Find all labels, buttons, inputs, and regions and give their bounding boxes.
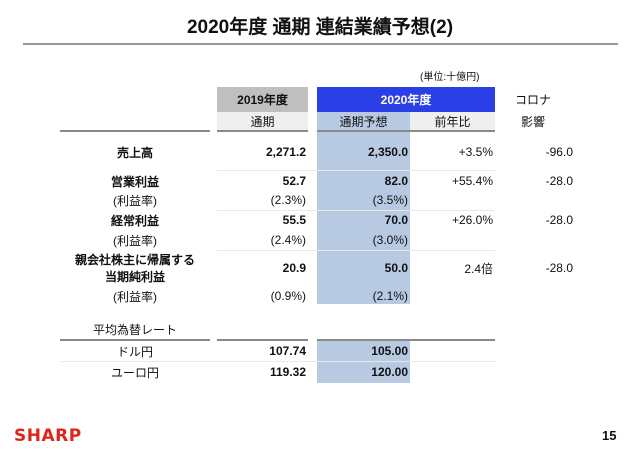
title-divider [23,43,618,45]
row-separator [60,361,495,362]
fy2019-value: (2.3%) [270,193,306,207]
fx-rule [317,339,495,341]
header-rule [217,130,308,132]
fy2019-value: 20.9 [282,261,306,275]
header-rule [60,130,210,132]
fx-label: ユーロ円 [110,365,159,380]
yoy-value: 2.4倍 [464,261,493,276]
forecast-column-highlight [317,341,410,383]
row-separator [217,170,495,171]
yoy-value: +26.0% [451,213,493,227]
fy2020-value: 82.0 [384,174,408,188]
fy2019-value: 119.32 [269,365,306,379]
corona-value: -96.0 [545,145,573,159]
forecast-column-highlight [317,132,410,304]
header-fy2019: 2019年度 [217,87,308,112]
header-rule [317,130,495,132]
subheader-full-year: 通期 [217,112,308,130]
yoy-value: +3.5% [458,145,493,159]
unit-note: (単位:十億円) [420,72,480,83]
subheader-yoy: 前年比 [410,112,495,130]
sharp-logo: SHARP [14,426,82,446]
row-label: (利益率) [113,193,157,208]
slide-title: 2020年度 通期 連結業績予想(2) [186,17,454,38]
fy2019-value: (0.9%) [270,289,306,303]
row-separator [217,250,495,251]
fy2020-value: (3.5%) [372,193,408,207]
fx-heading: 平均為替レート [92,323,177,337]
fy2020-value: 120.00 [371,365,408,379]
fy2019-value: (2.4%) [270,233,306,247]
fy2019-value: 107.74 [269,344,306,358]
fy2020-value: 105.00 [371,344,408,358]
row-label: 営業利益 [110,174,159,189]
fy2020-value: (3.0%) [372,233,408,247]
row-label: (利益率) [113,289,157,304]
row-label: (利益率) [113,233,157,248]
row-separator [217,210,495,211]
fy2020-value: 2,350.0 [367,145,408,159]
row-label: 経常利益 [110,213,159,228]
fx-rule [217,339,308,341]
yoy-value: +55.4% [451,174,493,188]
fx-rule [60,339,210,341]
header-fy2020: 2020年度 [317,87,495,112]
page-number: 15 [602,428,617,443]
fy2020-value: 50.0 [384,261,408,275]
corona-value: -28.0 [545,213,573,227]
row-label-line2: 当期純利益 [104,270,165,284]
row-label: 売上高 [116,145,153,160]
subheader-forecast: 通期予想 [317,112,410,130]
fy2020-value: (2.1%) [372,289,408,303]
corona-value: -28.0 [545,174,573,188]
fy2019-value: 55.5 [282,213,306,227]
fy2019-value: 52.7 [282,174,306,188]
fy2019-value: 2,271.2 [265,145,306,159]
row-label-line1: 親会社株主に帰属する [74,253,195,267]
fx-label: ドル円 [116,344,153,359]
header-corona-impact: 影響 [520,114,545,129]
fy2020-value: 70.0 [384,213,408,227]
corona-value: -28.0 [545,261,573,275]
header-corona: コロナ [514,93,551,107]
